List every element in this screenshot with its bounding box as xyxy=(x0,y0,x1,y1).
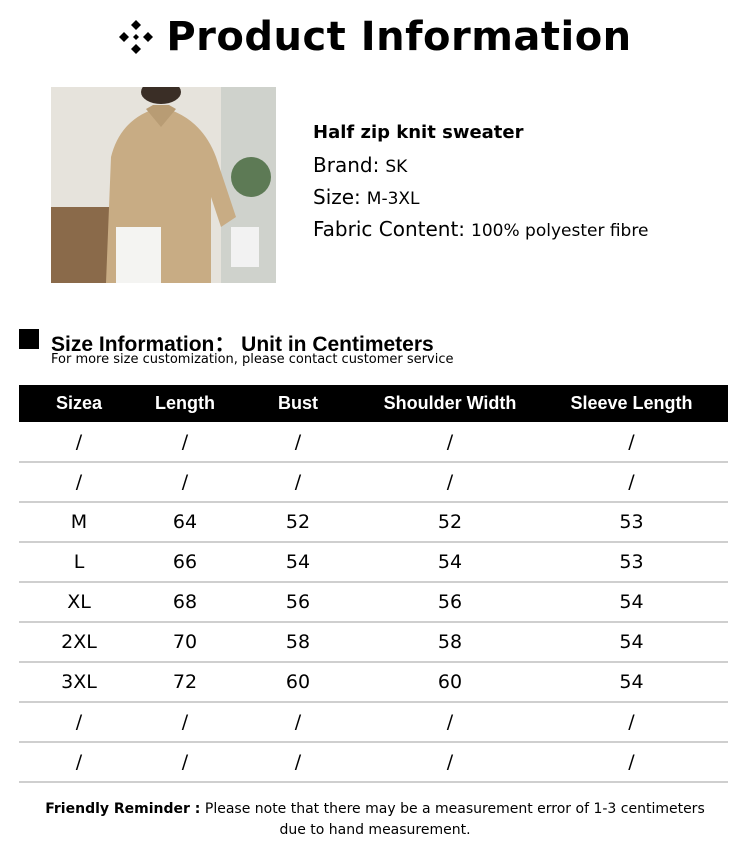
table-cell: 56 xyxy=(231,582,365,623)
table-cell: 58 xyxy=(365,622,535,663)
table-cell: 54 xyxy=(231,542,365,583)
table-cell: / xyxy=(231,462,365,503)
product-photo xyxy=(51,87,276,283)
table-cell: / xyxy=(365,462,535,503)
product-name: Half zip knit sweater xyxy=(313,122,524,143)
table-cell: / xyxy=(19,422,139,463)
table-cell: 66 xyxy=(139,542,231,583)
brand-label: Brand: xyxy=(313,153,380,177)
table-cell: 60 xyxy=(365,662,535,703)
table-cell: 58 xyxy=(231,622,365,663)
fabric-label: Fabric Content: xyxy=(313,217,466,241)
table-cell: / xyxy=(535,702,728,743)
table-cell: / xyxy=(231,702,365,743)
table-cell: / xyxy=(365,422,535,463)
table-cell: 68 xyxy=(139,582,231,623)
table-cell: 70 xyxy=(139,622,231,663)
table-cell: 54 xyxy=(535,582,728,623)
friendly-reminder: Friendly Reminder : Please note that the… xyxy=(0,799,750,841)
table-row: XL 68 56 56 54 xyxy=(19,582,728,623)
reminder-text: Please note that there may be a measurem… xyxy=(200,801,705,817)
size-label: Size: xyxy=(313,185,361,209)
table-row: / / / / / xyxy=(19,422,728,463)
table-cell: XL xyxy=(19,582,139,623)
table-cell: / xyxy=(231,742,365,783)
size-subtitle: For more size customization, please cont… xyxy=(51,352,454,367)
column-header: Bust xyxy=(231,385,365,422)
size-table: Sizea Length Bust Shoulder Width Sleeve Leng… xyxy=(19,385,728,783)
size-value: M-3XL xyxy=(366,189,420,209)
reminder-label: Friendly Reminder : xyxy=(45,801,201,817)
table-row: / / / / / xyxy=(19,462,728,503)
table-cell: 53 xyxy=(535,502,728,543)
table-cell: 2XL xyxy=(19,622,139,663)
table-cell: / xyxy=(139,422,231,463)
table-cell: M xyxy=(19,502,139,543)
table-cell: / xyxy=(139,462,231,503)
column-header: Sleeve Length xyxy=(535,385,728,422)
table-cell: 53 xyxy=(535,542,728,583)
table-cell: 52 xyxy=(365,502,535,543)
table-cell: / xyxy=(19,462,139,503)
table-row: 2XL 70 58 58 54 xyxy=(19,622,728,663)
table-cell: 56 xyxy=(365,582,535,623)
table-cell: 54 xyxy=(535,662,728,703)
fabric-value: 100% polyester fibre xyxy=(471,221,649,241)
table-cell: / xyxy=(19,702,139,743)
reminder-text-2: due to hand measurement. xyxy=(279,822,471,838)
table-cell: 72 xyxy=(139,662,231,703)
table-cell: / xyxy=(365,742,535,783)
page-title: Product Information xyxy=(0,14,750,60)
table-cell: / xyxy=(139,742,231,783)
table-row: L 66 54 54 53 xyxy=(19,542,728,583)
table-cell: 52 xyxy=(231,502,365,543)
table-cell: / xyxy=(365,702,535,743)
column-header: Shoulder Width xyxy=(365,385,535,422)
column-header: Length xyxy=(139,385,231,422)
table-cell: 60 xyxy=(231,662,365,703)
table-cell: 54 xyxy=(365,542,535,583)
table-cell: / xyxy=(139,702,231,743)
table-cell: 3XL xyxy=(19,662,139,703)
table-cell: / xyxy=(19,742,139,783)
title-text: Product Information xyxy=(166,14,632,60)
brand-value: SK xyxy=(385,157,408,177)
table-cell: / xyxy=(535,742,728,783)
table-cell: / xyxy=(231,422,365,463)
table-cell: L xyxy=(19,542,139,583)
table-row: 3XL 72 60 60 54 xyxy=(19,662,728,703)
square-bullet-icon xyxy=(19,329,39,349)
size-heading: Size Information： Unit in Centimeters xyxy=(51,333,434,356)
table-row: M 64 52 52 53 xyxy=(19,502,728,543)
table-cell: 64 xyxy=(139,502,231,543)
table-cell: 54 xyxy=(535,622,728,663)
table-cell: / xyxy=(535,422,728,463)
four-diamond-icon xyxy=(119,20,154,54)
table-cell: / xyxy=(535,462,728,503)
table-row: / / / / / xyxy=(19,702,728,743)
product-details: Half zip knit sweater Brand: SK Size: M-3X… xyxy=(313,122,648,249)
table-row: / / / / / xyxy=(19,742,728,783)
column-header: Sizea xyxy=(19,385,139,422)
